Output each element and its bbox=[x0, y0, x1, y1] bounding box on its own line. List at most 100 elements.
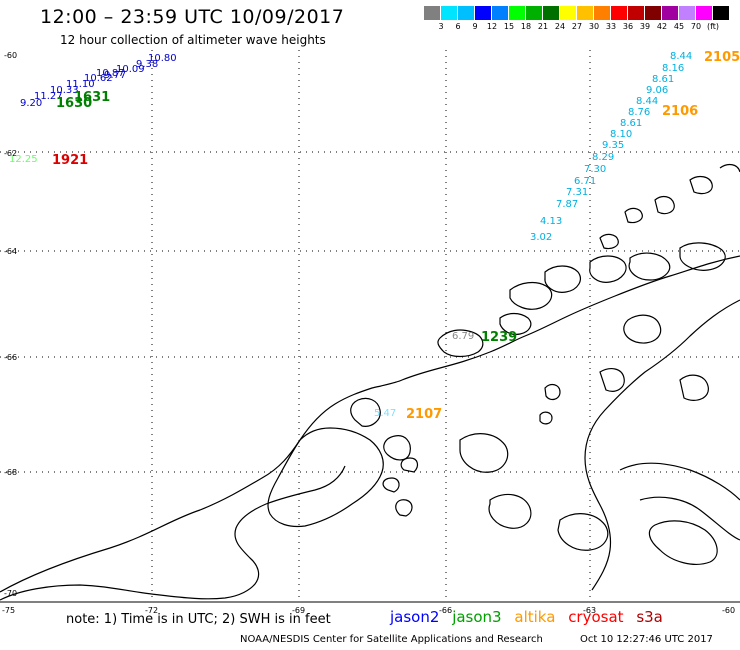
wave-height-label: 10.80 bbox=[148, 53, 177, 64]
color-scale-label: 33 bbox=[605, 22, 617, 31]
lat-label: -68 bbox=[4, 468, 17, 477]
color-swatch bbox=[526, 6, 543, 20]
lon-label: -69 bbox=[292, 606, 305, 615]
color-swatch bbox=[509, 6, 526, 20]
wave-height-label: 5.47 bbox=[374, 408, 396, 419]
wave-height-label: 7.30 bbox=[584, 164, 606, 175]
color-swatch bbox=[662, 6, 679, 20]
lon-label: -63 bbox=[583, 606, 596, 615]
color-scale-label: 21 bbox=[537, 22, 549, 31]
pass-time-label: 1921 bbox=[52, 153, 88, 168]
wave-height-label: 8.16 bbox=[662, 63, 684, 74]
wave-height-label: 8.61 bbox=[620, 118, 642, 129]
color-swatch bbox=[492, 6, 509, 20]
satellite-legend: jason2 jason3 altika cryosat s3a bbox=[390, 608, 671, 626]
lat-label: -60 bbox=[4, 51, 17, 60]
pass-time-label: 2105 bbox=[704, 50, 740, 65]
color-swatch bbox=[543, 6, 560, 20]
graticule bbox=[0, 50, 740, 602]
pass-time-label: 1630 bbox=[56, 96, 92, 111]
wave-height-label: 3.02 bbox=[530, 232, 552, 243]
wave-height-label: 8.61 bbox=[652, 74, 674, 85]
color-swatch bbox=[713, 6, 730, 20]
color-scale-label: 70 bbox=[690, 22, 702, 31]
lon-label: -72 bbox=[145, 606, 158, 615]
color-swatch bbox=[679, 6, 696, 20]
legend-jason2: jason2 bbox=[390, 608, 440, 626]
color-swatch bbox=[594, 6, 611, 20]
wave-height-label: 8.44 bbox=[670, 51, 692, 62]
color-swatch bbox=[560, 6, 577, 20]
color-scale-label: 42 bbox=[656, 22, 668, 31]
legend-jason3: jason3 bbox=[452, 608, 502, 626]
color-scale-label: 36 bbox=[622, 22, 634, 31]
color-scale-label: 6 bbox=[455, 22, 461, 31]
wave-height-label: 8.10 bbox=[610, 129, 632, 140]
altika-east-track: 8.44 8.16 8.61 9.06 8.44 8.76 8.61 8.10 … bbox=[530, 50, 740, 243]
color-scale-label: 18 bbox=[520, 22, 532, 31]
wave-height-label: 9.38 bbox=[136, 59, 158, 70]
color-swatch bbox=[628, 6, 645, 20]
wave-height-label: 7.31 bbox=[566, 187, 588, 198]
page-title: 12:00 – 23:59 UTC 10/09/2017 bbox=[40, 6, 345, 28]
color-scale-label: (ft) bbox=[706, 22, 720, 31]
pass-time-label: 1239 bbox=[481, 330, 517, 345]
pass-time-label: 2107 bbox=[406, 407, 442, 422]
wave-height-label: 9.77 bbox=[104, 70, 126, 81]
wave-height-label: 4.13 bbox=[540, 216, 562, 227]
wave-height-label: 8.76 bbox=[628, 107, 650, 118]
color-scale-label: 9 bbox=[472, 22, 478, 31]
color-scale-label: 30 bbox=[588, 22, 600, 31]
wave-height-label: 10.62 bbox=[84, 73, 113, 84]
wave-height-label: 9.35 bbox=[602, 140, 624, 151]
credit-line: NOAA/NESDIS Center for Satellite Applica… bbox=[240, 634, 543, 645]
lon-label: -66 bbox=[439, 606, 452, 615]
legend-s3a: s3a bbox=[636, 608, 663, 626]
wave-height-label: 7.87 bbox=[556, 199, 578, 210]
color-swatch bbox=[577, 6, 594, 20]
wave-height-label: 6.71 bbox=[574, 176, 596, 187]
color-scale-label: 27 bbox=[571, 22, 583, 31]
wave-height-label: 8.44 bbox=[636, 96, 658, 107]
coastline bbox=[0, 163, 740, 601]
page-subtitle: 12 hour collection of altimeter wave hei… bbox=[60, 33, 326, 47]
color-swatch bbox=[645, 6, 662, 20]
color-swatch bbox=[475, 6, 492, 20]
pass-time-label: 1631 bbox=[74, 90, 110, 105]
lon-label: -75 bbox=[2, 606, 15, 615]
wave-height-label: 10.87 bbox=[96, 68, 125, 79]
footer-note: note: 1) Time is in UTC; 2) SWH is in fe… bbox=[66, 612, 331, 627]
wave-height-label: 6.79 bbox=[452, 331, 474, 342]
wave-height-label: 8.29 bbox=[592, 152, 614, 163]
color-scale-label: 3 bbox=[438, 22, 444, 31]
wave-height-label: 10.09 bbox=[116, 64, 145, 75]
color-swatch bbox=[424, 6, 441, 20]
wave-height-label: 12.25 bbox=[9, 154, 38, 165]
legend-cryosat: cryosat bbox=[568, 608, 624, 626]
lat-label: -70 bbox=[4, 589, 17, 598]
legend-altika: altika bbox=[514, 608, 556, 626]
wave-height-label: 9.20 bbox=[20, 98, 42, 109]
color-scale-label: 15 bbox=[503, 22, 515, 31]
wave-height-label: 10.33 bbox=[50, 85, 79, 96]
color-scale-labels: 3 6 9 12 15 18 21 24 27 30 33 36 39 42 45 70 (ft) bbox=[424, 22, 740, 34]
color-swatch bbox=[441, 6, 458, 20]
lat-label: -64 bbox=[4, 247, 17, 256]
jason2-track: 9.20 11.27 10.33 11.10 10.62 10.87 9.77 … bbox=[20, 53, 177, 109]
color-scale-bar bbox=[424, 6, 730, 20]
color-swatch bbox=[696, 6, 713, 20]
wave-height-label: 9.06 bbox=[646, 85, 668, 96]
color-scale-label: 24 bbox=[554, 22, 566, 31]
pass-time-label: 2106 bbox=[662, 104, 698, 119]
lat-label: -66 bbox=[4, 353, 17, 362]
color-scale-label: 39 bbox=[639, 22, 651, 31]
generated-timestamp: Oct 10 12:27:46 UTC 2017 bbox=[580, 634, 713, 645]
color-scale-label: 45 bbox=[673, 22, 685, 31]
color-swatch bbox=[611, 6, 628, 20]
lat-label: -62 bbox=[4, 149, 17, 158]
wave-height-label: 11.27 bbox=[34, 91, 63, 102]
color-scale-label: 12 bbox=[486, 22, 498, 31]
lon-label: -60 bbox=[722, 606, 735, 615]
color-swatch bbox=[458, 6, 475, 20]
